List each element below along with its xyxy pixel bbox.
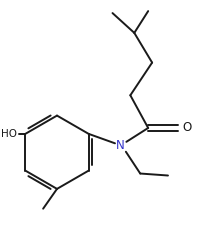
Text: N: N — [115, 139, 124, 152]
Text: HO: HO — [1, 129, 17, 139]
Text: O: O — [182, 122, 191, 134]
